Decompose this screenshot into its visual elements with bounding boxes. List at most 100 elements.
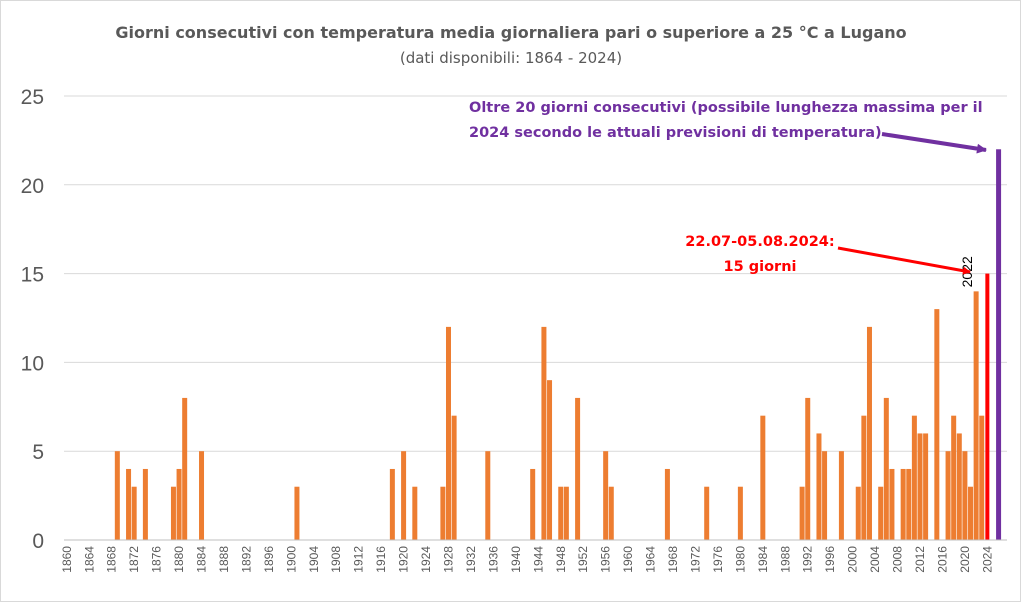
bar-2010: [906, 468, 912, 540]
x-tick-label: 2016: [935, 546, 949, 573]
y-tick-label: 5: [32, 441, 44, 464]
bar-2026: [996, 149, 1002, 540]
x-tick-label: 1956: [599, 546, 613, 573]
annotation-red: 22.07-05.08.2024: 15 giorni: [685, 234, 971, 275]
bar-1881: [182, 397, 188, 540]
x-tick-label: 1932: [464, 546, 478, 573]
bar-2012: [917, 433, 923, 540]
bar-2022: [973, 291, 979, 540]
bar-2020: [962, 451, 968, 540]
x-tick-label: 1896: [262, 546, 276, 573]
annotation-purple-line2: 2024 secondo le attuali previsioni di te…: [469, 125, 882, 141]
x-tick-label: 1944: [531, 546, 545, 573]
x-tick-label: 1924: [419, 546, 433, 573]
x-tick-label: 1964: [644, 546, 658, 573]
x-tick-label: 1908: [329, 546, 343, 573]
x-tick-label: 1980: [733, 546, 747, 573]
y-tick-label: 10: [21, 352, 44, 375]
bar-1920: [401, 451, 407, 540]
annotation-purple-arrow: [881, 132, 987, 154]
x-tick-label: 1960: [621, 546, 635, 573]
bar-2021: [968, 486, 974, 540]
x-tick-label: 2020: [958, 546, 972, 573]
x-tick-label: 1972: [688, 546, 702, 573]
bar-2015: [934, 309, 940, 540]
x-tick-label: 1864: [82, 546, 96, 573]
bar-1871: [126, 468, 132, 540]
bar-1945: [541, 326, 547, 540]
y-tick-label: 0: [32, 530, 44, 553]
bar-1872: [131, 486, 137, 540]
bar-1991: [799, 486, 805, 540]
bar-1951: [575, 397, 581, 540]
bar-1974: [704, 486, 710, 540]
chart-subtitle: (dati disponibili: 1864 - 2024): [400, 49, 622, 67]
x-tick-label: 1900: [284, 546, 298, 573]
bar-1874: [142, 468, 148, 540]
x-tick-label: 1952: [576, 546, 590, 573]
x-tick-label: 1892: [239, 546, 253, 573]
bar-1956: [603, 451, 609, 540]
bar-2003: [866, 326, 872, 540]
x-tick-label: 1868: [105, 546, 119, 573]
annotation-purple-line1: Oltre 20 giorni consecutivi (possibile l…: [469, 100, 983, 116]
bar-1994: [816, 433, 822, 540]
x-tick-label: 1968: [666, 546, 680, 573]
bar-1929: [451, 415, 457, 540]
annotation-purple: Oltre 20 giorni consecutivi (possibile l…: [469, 100, 987, 154]
bar-2023: [979, 415, 985, 540]
x-tick-label: 2024: [980, 546, 994, 573]
x-tick-label: 1936: [486, 546, 500, 573]
bars: [114, 149, 1002, 540]
x-tick-label: 2000: [846, 546, 860, 573]
x-tick-label: 1860: [60, 546, 74, 573]
x-tick-label: 2012: [913, 546, 927, 573]
annotation-red-line1: 22.07-05.08.2024:: [685, 234, 834, 250]
bar-1948: [558, 486, 564, 540]
x-tick-label: 1880: [172, 546, 186, 573]
gridlines: [64, 95, 1007, 452]
bar-2006: [883, 397, 889, 540]
x-tick-label: 1984: [756, 546, 770, 573]
x-tick-label: 1996: [823, 546, 837, 573]
bar-1922: [412, 486, 418, 540]
bar-2002: [861, 415, 867, 540]
bar-1998: [838, 451, 844, 540]
bar-1967: [664, 468, 670, 540]
bar-2005: [878, 486, 884, 540]
bar-2011: [911, 415, 917, 540]
bar-1935: [485, 451, 491, 540]
x-tick-label: 1912: [352, 546, 366, 573]
bar-2018: [951, 415, 957, 540]
bar-1880: [176, 468, 182, 540]
x-tick-label: 2004: [868, 546, 882, 573]
bar-2024: [985, 273, 990, 540]
bar-1992: [805, 397, 811, 540]
bar-1980: [737, 486, 743, 540]
x-tick-label: 1888: [217, 546, 231, 573]
x-tick-label: 1884: [195, 546, 209, 573]
bar-1928: [445, 326, 451, 540]
bar-2009: [900, 468, 906, 540]
bar-2013: [923, 433, 929, 540]
bar-1918: [389, 468, 395, 540]
bar-1995: [822, 451, 828, 540]
x-tick-label: 1904: [307, 546, 321, 573]
bar-2001: [855, 486, 861, 540]
bar-1957: [608, 486, 614, 540]
bar-1869: [114, 451, 120, 540]
bar-1927: [440, 486, 446, 540]
x-tick-label: 2008: [891, 546, 905, 573]
bar-1884: [199, 451, 205, 540]
bar-1943: [530, 468, 536, 540]
x-tick-label: 1916: [374, 546, 388, 573]
bar-1901: [294, 486, 300, 540]
bar-1879: [170, 486, 176, 540]
bar-1946: [547, 380, 553, 540]
chart-title: Giorni consecutivi con temperatura media…: [115, 23, 906, 42]
annotation-red-line2: 15 giorni: [724, 259, 797, 275]
bar-2017: [945, 451, 951, 540]
x-tick-label: 1872: [127, 546, 141, 573]
